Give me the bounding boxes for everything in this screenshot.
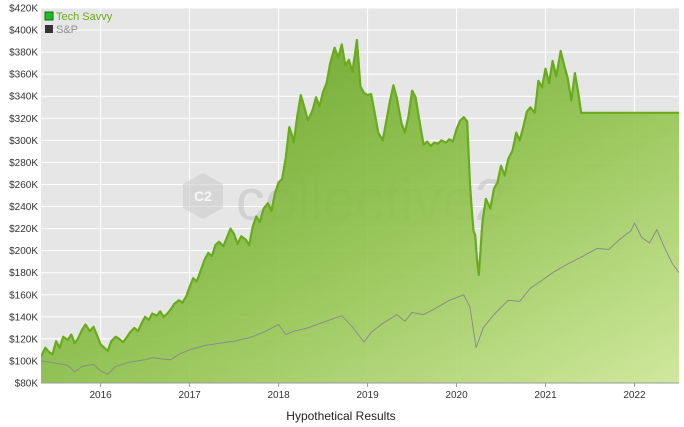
y-tick-label: $80K: [15, 379, 39, 390]
series-line-tech-savvy: [41, 38, 679, 357]
y-tick-label: $120K: [9, 334, 38, 345]
y-tick-label: $220K: [9, 224, 38, 235]
y-tick-label: $340K: [9, 92, 38, 103]
y-tick-label: $400K: [9, 26, 38, 37]
legend-swatch-tech-savvy: [44, 11, 54, 21]
x-tick-label: 2019: [356, 390, 379, 401]
x-axis: 2016 2017 2018 2019 2020 2021 2022: [89, 383, 646, 401]
y-tick-label: $380K: [9, 48, 38, 59]
x-tick-label: 2016: [89, 390, 112, 401]
legend-label-sp: S&P: [56, 24, 78, 36]
y-tick-label: $160K: [9, 290, 38, 301]
x-tick-label: 2017: [178, 390, 201, 401]
x-tick-label: 2020: [445, 390, 468, 401]
x-tick-label: 2018: [267, 390, 290, 401]
series-line-sp: [41, 221, 679, 375]
x-tick-label: 2022: [623, 390, 646, 401]
y-tick-label: $240K: [9, 202, 38, 213]
y-tick-label: $420K: [9, 4, 38, 15]
x-axis-title: Hypothetical Results: [286, 409, 395, 423]
y-tick-label: $200K: [9, 246, 38, 257]
y-tick-label: $320K: [9, 114, 38, 125]
x-tick-label: 2021: [534, 390, 557, 401]
legend-swatch-sp: [45, 25, 53, 33]
y-tick-label: $280K: [9, 158, 38, 169]
legend: Tech Savvy S&P: [44, 11, 113, 36]
y-tick-label: $260K: [9, 180, 38, 191]
y-tick-label: $140K: [9, 312, 38, 323]
legend-label-tech-savvy: Tech Savvy: [56, 11, 113, 23]
y-tick-label: $100K: [9, 356, 38, 367]
c2-logo-hexagon: [183, 173, 223, 219]
y-axis: $80K $100K $120K $140K $160K $180K $200K $220K $…: [9, 4, 38, 390]
y-tick-label: $180K: [9, 268, 38, 279]
c2-logo-label: C2: [194, 188, 212, 204]
y-tick-label: $360K: [9, 70, 38, 81]
y-tick-label: $300K: [9, 136, 38, 147]
series-area-tech-savvy: [41, 40, 679, 383]
